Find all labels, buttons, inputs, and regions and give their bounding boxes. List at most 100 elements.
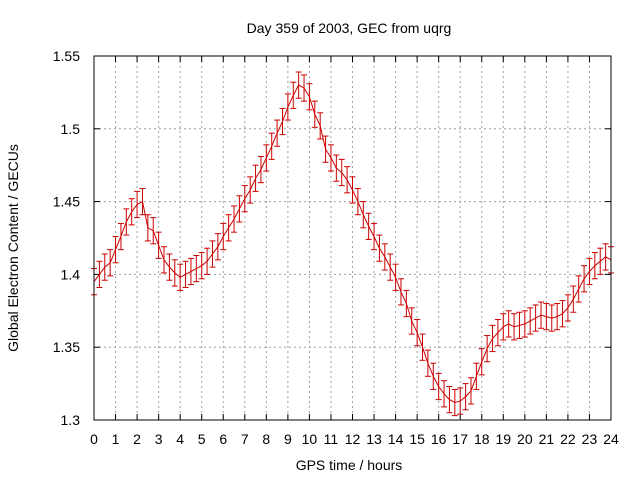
error-bar <box>182 260 189 289</box>
error-bar <box>392 263 399 291</box>
x-tick-label: 17 <box>452 431 468 447</box>
error-bar <box>430 362 437 390</box>
error-bar <box>435 372 442 401</box>
error-bar <box>516 311 523 339</box>
x-tick-label: 0 <box>90 431 98 447</box>
error-bar <box>214 233 221 261</box>
y-tick-label: 1.5 <box>61 121 81 137</box>
error-bar <box>150 217 157 245</box>
error-bar <box>166 253 173 281</box>
error-bar <box>155 231 162 259</box>
error-bar <box>220 222 227 251</box>
error-bar <box>198 252 205 280</box>
error-bar <box>193 254 200 283</box>
error-bar <box>161 246 168 274</box>
error-bar <box>333 154 340 182</box>
error-bar <box>225 214 232 242</box>
error-bar <box>144 214 151 242</box>
x-tick-label: 21 <box>539 431 555 447</box>
error-bar <box>397 278 404 306</box>
error-bar <box>290 81 297 109</box>
error-bar <box>570 285 577 313</box>
plot-frame <box>93 55 612 421</box>
error-bar <box>257 155 264 184</box>
error-bar <box>500 313 507 341</box>
x-tick-label: 18 <box>474 431 490 447</box>
error-bar <box>311 100 318 128</box>
x-tick-label: 15 <box>409 431 425 447</box>
error-bar <box>478 348 485 376</box>
error-bar <box>381 243 388 271</box>
y-tick-label: 1.55 <box>53 48 80 64</box>
y-tick-label: 1.3 <box>61 412 81 428</box>
error-bar <box>387 253 394 281</box>
x-tick-label: 1 <box>112 431 120 447</box>
error-bar <box>602 243 609 271</box>
error-bar <box>543 303 550 331</box>
error-bar <box>591 252 598 280</box>
error-bar <box>204 247 211 275</box>
error-bar <box>365 212 372 240</box>
chart-title: Day 359 of 2003, GEC from uqrg <box>247 20 452 36</box>
error-bar <box>446 386 453 414</box>
x-tick-label: 20 <box>517 431 533 447</box>
error-bar <box>322 135 329 163</box>
x-tick-label: 3 <box>155 431 163 447</box>
x-tick-label: 5 <box>198 431 206 447</box>
error-bar <box>344 166 351 194</box>
error-bar <box>419 333 426 361</box>
y-tick-label: 1.35 <box>53 339 80 355</box>
error-bar <box>597 247 604 275</box>
error-bar <box>575 275 582 303</box>
x-tick-label: 7 <box>241 431 249 447</box>
error-bar <box>306 83 313 111</box>
x-tick-label: 9 <box>284 431 292 447</box>
error-bar <box>295 71 302 99</box>
error-bar <box>494 319 501 347</box>
error-bar <box>457 387 464 415</box>
error-bar <box>301 74 308 102</box>
error-bar <box>559 300 566 328</box>
error-bar <box>123 208 130 236</box>
error-bar <box>112 236 119 264</box>
x-tick-label: 24 <box>603 431 619 447</box>
y-axis-label: Global Electron Content / GECUs <box>5 144 21 352</box>
grid-lines <box>94 56 611 420</box>
x-tick-label: 10 <box>302 431 318 447</box>
x-tick-label: 16 <box>431 431 447 447</box>
error-bar <box>128 198 135 226</box>
error-bar <box>441 380 448 408</box>
error-bar <box>408 307 415 335</box>
y-tick-labels: 1.3 1.35 1.4 1.45 1.5 1.55 <box>53 48 80 428</box>
error-bar <box>414 319 421 347</box>
error-bar <box>521 310 528 338</box>
error-bar <box>327 144 334 172</box>
x-tick-label: 4 <box>176 431 184 447</box>
x-tick-label: 19 <box>496 431 512 447</box>
error-bar <box>187 257 194 286</box>
x-tick-label: 13 <box>366 431 382 447</box>
error-bar <box>581 265 588 293</box>
error-bar <box>241 185 248 213</box>
error-bar <box>371 222 378 251</box>
error-bar <box>424 349 431 377</box>
x-tick-label: 11 <box>324 431 339 447</box>
error-bar <box>473 362 480 390</box>
error-bar <box>263 144 270 172</box>
error-bar <box>548 304 555 332</box>
error-bar <box>537 301 544 329</box>
error-bar <box>338 158 345 187</box>
error-bar <box>274 119 281 147</box>
error-bar <box>252 164 259 192</box>
x-tick-label: 12 <box>345 431 361 447</box>
error-bar <box>403 289 410 318</box>
error-bar <box>451 388 458 417</box>
error-bar <box>462 383 469 411</box>
error-bar <box>360 201 367 229</box>
error-bar <box>139 187 146 216</box>
y-tick-label: 1.4 <box>61 266 81 282</box>
error-bar <box>564 294 571 322</box>
error-bar <box>284 93 291 121</box>
error-bar <box>554 303 561 331</box>
